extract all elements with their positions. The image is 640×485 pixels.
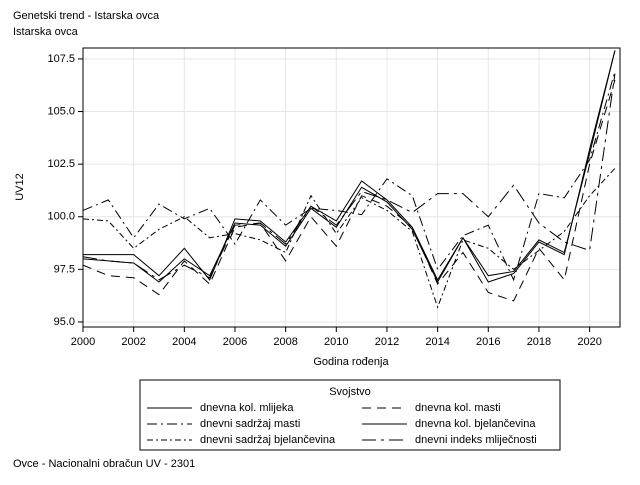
legend-label: dnevni sadržaj bjelančevina [200, 434, 336, 446]
y-tick-label: 95.0 [54, 316, 75, 328]
series-line [82, 73, 616, 281]
x-tick-label: 2006 [223, 336, 247, 348]
y-tick-label: 100.0 [47, 211, 75, 223]
y-tick-label: 97.5 [54, 263, 75, 275]
series-line [83, 50, 616, 281]
legend-label: dnevna kol. mlijeka [200, 402, 294, 414]
x-tick-label: 2000 [71, 336, 95, 348]
y-tick-label: 105.0 [47, 105, 75, 117]
series-line [82, 71, 616, 282]
x-tick-label: 2018 [527, 336, 551, 348]
plot-frame [82, 47, 621, 328]
legend-box [139, 379, 561, 451]
y-tick-label: 107.5 [47, 53, 75, 65]
x-tick-label: 2014 [425, 336, 449, 348]
legend-label: dnevni indeks mliječnosti [415, 434, 537, 446]
footnote: Ovce - Nacionalni obračun UV - 2301 [13, 458, 195, 470]
chart-title: Genetski trend - Istarska ovca [13, 10, 160, 22]
x-axis-label: Godina rođenja [313, 356, 389, 368]
x-tick-label: 2016 [476, 336, 500, 348]
legend-title: Svojstvo [329, 386, 371, 398]
legend-label: dnevna kol. bjelančevina [415, 418, 536, 430]
x-tick-label: 2008 [273, 336, 297, 348]
x-tick-label: 2012 [375, 336, 399, 348]
series-line [82, 168, 616, 309]
y-tick-label: 102.5 [47, 158, 75, 170]
chart-subtitle: Istarska ovca [13, 26, 79, 38]
x-tick-label: 2010 [324, 336, 348, 348]
y-axis-label: UV12 [14, 173, 26, 201]
series-line [82, 79, 616, 302]
x-tick-label: 2002 [121, 336, 145, 348]
legend-label: dnevna kol. masti [415, 402, 501, 414]
x-tick-label: 2004 [172, 336, 196, 348]
x-tick-label: 2020 [577, 336, 601, 348]
series-line [82, 50, 616, 284]
legend-label: dnevni sadržaj masti [200, 418, 300, 430]
